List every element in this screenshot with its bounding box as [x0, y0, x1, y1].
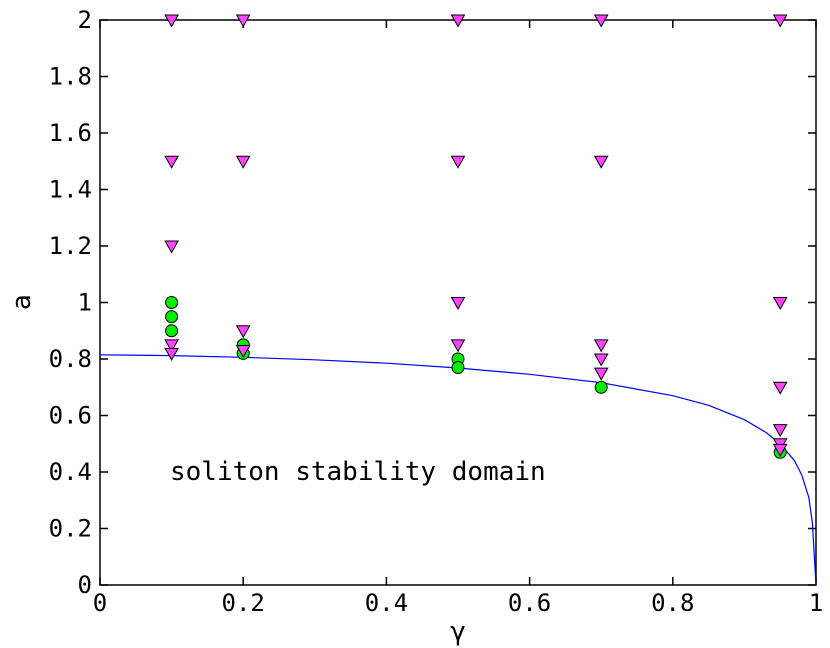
- y-tick-label: 1: [78, 289, 92, 317]
- x-tick-label: 0.8: [651, 589, 694, 617]
- unstable-point: [235, 155, 251, 169]
- marker-layer: [164, 14, 788, 459]
- unstable-point: [164, 240, 179, 254]
- y-tick-label: 0.4: [49, 458, 92, 486]
- y-tick-label: 1.8: [49, 63, 92, 91]
- unstable-point: [593, 367, 609, 381]
- y-tick-label: 1.6: [49, 119, 92, 147]
- x-tick-label: 1: [809, 589, 823, 617]
- unstable-point: [235, 14, 251, 28]
- x-tick-label: 0: [93, 589, 107, 617]
- unstable-point: [772, 424, 788, 438]
- x-tick-label: 0.6: [508, 589, 551, 617]
- unstable-point: [593, 353, 609, 367]
- unstable-point: [450, 297, 466, 311]
- x-axis-label: γ: [450, 617, 465, 647]
- unstable-point: [772, 381, 788, 395]
- y-tick-label: 0: [78, 571, 92, 599]
- unstable-point: [450, 155, 466, 169]
- unstable-point: [235, 325, 251, 339]
- stable-point: [165, 324, 179, 338]
- y-tick-label: 0.8: [49, 345, 92, 373]
- y-tick-label: 1.4: [49, 176, 92, 204]
- stable-point: [165, 310, 179, 324]
- unstable-point: [164, 347, 179, 361]
- y-tick-label: 2: [78, 6, 92, 34]
- stable-point: [165, 296, 179, 309]
- y-tick-label: 1.2: [49, 232, 92, 260]
- unstable-point: [164, 14, 179, 28]
- unstable-point: [593, 155, 609, 169]
- unstable-point: [450, 14, 466, 28]
- y-axis-label: a: [7, 294, 37, 310]
- unstable-point: [235, 345, 251, 359]
- unstable-point: [164, 339, 179, 353]
- boundary-curve-layer: [99, 354, 817, 586]
- unstable-point: [772, 297, 788, 311]
- x-tick-label: 0.4: [365, 589, 408, 617]
- unstable-point: [450, 339, 466, 353]
- annotation-text: soliton stability domain: [170, 457, 546, 487]
- unstable-point: [772, 443, 788, 457]
- y-tick-label: 0.2: [49, 515, 92, 543]
- stability-boundary-line: [99, 354, 817, 586]
- axis-ticks: 0 0.2 0.4 0.6 0.8 1 0 0.2 0.4 0.6 0.8 1 1.2 1.4 1.6 1.8…: [49, 6, 824, 617]
- unstable-point: [593, 339, 609, 353]
- x-tick-label: 0.2: [222, 589, 265, 617]
- stable-point: [451, 360, 465, 374]
- unstable-point: [164, 155, 179, 169]
- stable-point: [594, 380, 608, 394]
- unstable-point: [772, 14, 788, 28]
- y-tick-label: 0.6: [49, 402, 92, 430]
- unstable-point: [593, 14, 609, 28]
